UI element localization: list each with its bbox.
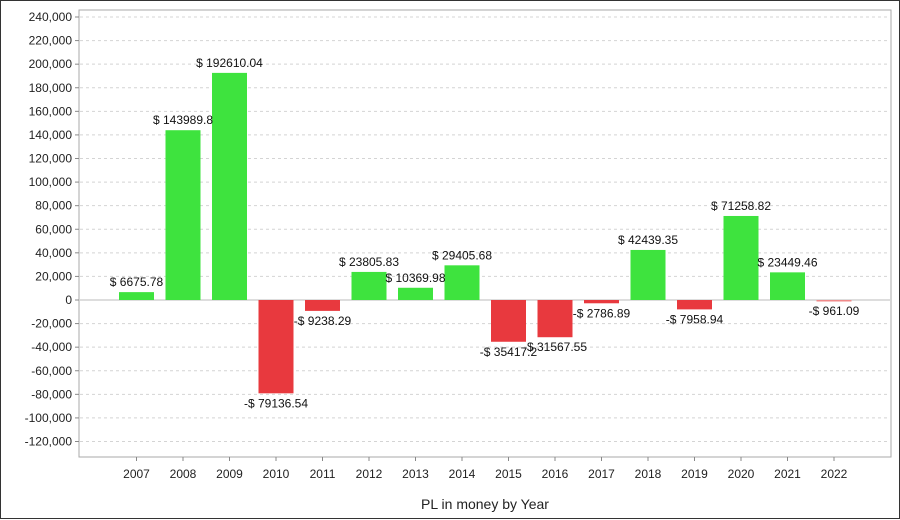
x-tick-label: 2020 — [728, 467, 755, 481]
x-tick-label: 2018 — [635, 467, 662, 481]
y-tick-label: -100,000 — [25, 411, 73, 425]
bar-2013 — [398, 287, 433, 300]
bar-2010 — [258, 300, 294, 394]
bar-2011 — [305, 300, 340, 311]
bar-2020 — [723, 215, 759, 300]
y-tick-label: -20,000 — [31, 317, 72, 331]
x-tick-label: 2012 — [356, 467, 383, 481]
data-label: -$ 31567.55 — [523, 340, 587, 354]
data-label: $ 143989.8 — [153, 113, 213, 127]
data-label: $ 6675.78 — [110, 275, 164, 289]
data-label: $ 23805.83 — [339, 255, 399, 269]
y-tick-label: 80,000 — [35, 199, 72, 213]
data-label: -$ 35417.2 — [480, 345, 538, 359]
data-label: $ 42439.35 — [618, 233, 678, 247]
bar-2018 — [630, 249, 666, 300]
x-tick-label: 2021 — [774, 467, 801, 481]
bar-2016 — [537, 300, 573, 338]
data-label: $ 192610.04 — [196, 56, 263, 70]
y-tick-label: 20,000 — [35, 269, 72, 283]
y-tick-label: 60,000 — [35, 222, 72, 236]
bar-2022 — [816, 300, 852, 302]
data-labels: $ 6675.78 $ 143989.8 $ 192610.04 -$ 79136.5… — [110, 56, 860, 410]
x-tick-label: 2013 — [402, 467, 429, 481]
bar-2017 — [584, 300, 619, 304]
data-label: -$ 961.09 — [809, 304, 860, 318]
bar-2008 — [165, 130, 201, 300]
y-tick-label: 160,000 — [29, 104, 73, 118]
y-tick-label: -120,000 — [25, 435, 73, 449]
y-tick-label: 240,000 — [29, 10, 73, 24]
data-label: -$ 7958.94 — [666, 312, 724, 326]
bar-2012 — [351, 271, 387, 300]
x-tick-label: 2016 — [542, 467, 569, 481]
y-tick-label: 40,000 — [35, 246, 72, 260]
y-tick-label: 140,000 — [29, 128, 73, 142]
x-tick-label: 2011 — [310, 467, 336, 481]
x-axis-ticks: 2007 2008 2009 2010 2011 2012 2013 2014 2015 2016… — [123, 457, 848, 481]
y-axis-ticks: 240,000 220,000 200,000 180,000 160,000 140,0… — [25, 10, 79, 449]
x-tick-label: 2014 — [449, 467, 476, 481]
x-tick-label: 2022 — [821, 467, 848, 481]
x-tick-label: 2008 — [170, 467, 197, 481]
y-tick-label: -40,000 — [31, 340, 72, 354]
y-tick-label: 0 — [65, 293, 72, 307]
y-tick-label: -60,000 — [31, 364, 72, 378]
x-axis-title: PL in money by Year — [421, 496, 549, 512]
data-label: -$ 2786.89 — [573, 306, 631, 320]
bar-2021 — [770, 272, 805, 300]
y-tick-label: 200,000 — [29, 57, 73, 71]
x-tick-label: 2007 — [123, 467, 150, 481]
bar-2015 — [491, 300, 526, 342]
bar-2014 — [444, 265, 480, 300]
data-label: -$ 79136.54 — [244, 396, 308, 410]
bar-2007 — [119, 292, 154, 300]
y-tick-label: 180,000 — [29, 81, 73, 95]
x-tick-label: 2009 — [216, 467, 243, 481]
bar-2009 — [212, 72, 247, 300]
data-label: -$ 9238.29 — [294, 314, 352, 328]
bars — [119, 72, 852, 394]
x-tick-label: 2017 — [588, 467, 615, 481]
x-tick-label: 2010 — [263, 467, 290, 481]
y-tick-label: 220,000 — [29, 34, 73, 48]
x-tick-label: 2015 — [495, 467, 522, 481]
x-tick-label: 2019 — [681, 467, 708, 481]
plot-area — [78, 9, 892, 458]
bar-2019 — [677, 300, 712, 310]
y-tick-label: 120,000 — [29, 152, 73, 166]
y-tick-label: -80,000 — [31, 387, 72, 401]
data-label: $ 29405.68 — [432, 248, 492, 262]
data-label: $ 71258.82 — [711, 199, 771, 213]
data-label: $ 10369.98 — [385, 271, 445, 285]
y-tick-label: 100,000 — [29, 175, 73, 189]
data-label: $ 23449.46 — [757, 255, 817, 269]
